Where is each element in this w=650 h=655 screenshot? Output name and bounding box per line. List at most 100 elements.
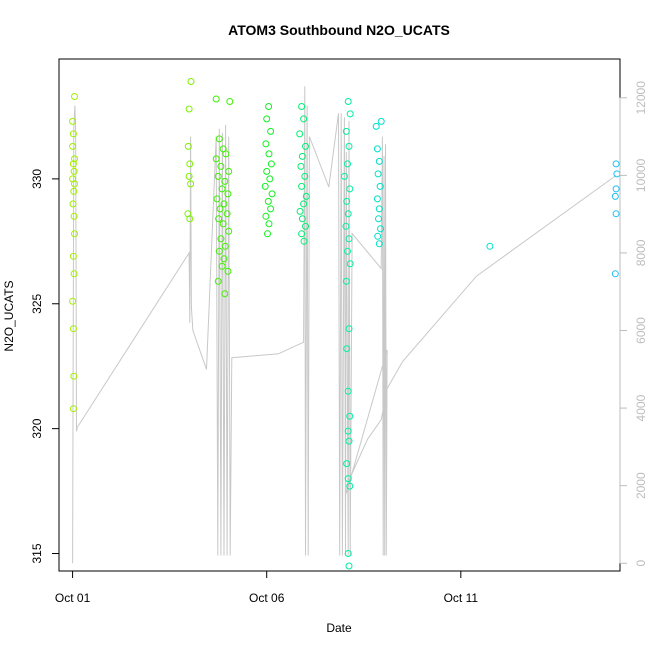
data-point — [186, 160, 194, 168]
data-point — [340, 172, 348, 180]
data-point — [613, 170, 621, 178]
data-point — [262, 212, 270, 220]
data-point — [343, 460, 351, 468]
data-point — [69, 117, 77, 125]
y2-tick-label: 4000 — [634, 394, 648, 421]
data-point — [217, 235, 225, 243]
data-point — [214, 277, 222, 285]
data-point — [268, 190, 276, 198]
data-point — [71, 155, 78, 163]
data-point — [220, 200, 228, 208]
y-axis-left: 315 320 325 330 — [30, 169, 60, 564]
y-tick-label: 325 — [30, 293, 44, 313]
data-point — [301, 172, 309, 180]
data-point — [346, 412, 354, 420]
data-point — [344, 475, 352, 483]
data-point — [214, 172, 222, 180]
data-point — [346, 110, 354, 118]
data-point — [265, 150, 273, 158]
data-point — [296, 207, 304, 215]
data-point — [222, 150, 230, 158]
data-point — [215, 247, 223, 255]
data-point — [265, 220, 273, 228]
data-point — [343, 345, 351, 353]
data-point — [70, 187, 78, 195]
data-point — [70, 212, 78, 220]
data-point — [185, 105, 193, 113]
data-point — [185, 172, 193, 180]
data-point — [218, 262, 226, 270]
data-point — [224, 267, 232, 275]
y-tick-label: 330 — [30, 169, 44, 189]
data-point — [219, 220, 227, 228]
data-point — [612, 210, 620, 218]
data-point — [216, 205, 224, 213]
data-point — [346, 260, 354, 268]
data-point — [377, 117, 385, 125]
y-tick-label: 320 — [30, 418, 44, 438]
data-point — [267, 160, 275, 168]
data-point — [262, 140, 270, 148]
data-point — [221, 177, 229, 185]
data-point — [298, 103, 306, 110]
data-point — [225, 227, 233, 235]
data-point — [344, 427, 352, 435]
y-tick-label: 315 — [30, 543, 44, 563]
data-point — [263, 115, 271, 123]
data-point — [298, 230, 306, 238]
data-point — [186, 215, 194, 223]
data-point — [71, 93, 78, 100]
y-axis-label: N2O_UCATS — [2, 280, 16, 351]
data-point — [70, 167, 78, 175]
data-point — [261, 182, 269, 190]
data-point — [263, 167, 271, 175]
x-tick-label: Oct 06 — [249, 591, 285, 605]
x-axis-label: Date — [326, 621, 352, 635]
data-point — [226, 98, 234, 105]
data-point — [264, 197, 272, 205]
data-point — [342, 222, 350, 230]
data-point — [345, 235, 353, 243]
data-point — [345, 437, 353, 445]
data-point — [342, 277, 350, 285]
data-point — [212, 95, 220, 103]
data-point — [69, 200, 77, 208]
data-point — [69, 130, 77, 138]
data-point — [377, 225, 384, 233]
altitude-line-layer — [72, 86, 617, 564]
data-point — [225, 167, 233, 175]
data-point — [375, 205, 383, 213]
y2-tick-label: 8000 — [634, 239, 648, 266]
data-point — [345, 142, 353, 150]
data-point — [373, 195, 381, 203]
data-point — [267, 127, 275, 135]
data-point — [344, 387, 352, 395]
data-point — [302, 142, 309, 150]
data-point — [302, 192, 310, 200]
data-point — [187, 78, 195, 85]
data-point — [342, 127, 350, 135]
y2-tick-label: 0 — [634, 560, 648, 567]
data-point — [266, 175, 274, 183]
data-point — [300, 237, 308, 245]
data-point — [376, 182, 384, 190]
data-point — [213, 195, 221, 203]
data-point — [220, 255, 228, 263]
data-point — [345, 562, 353, 570]
data-point — [298, 215, 306, 223]
data-point — [302, 222, 309, 230]
y-axis-right: 0 2000 4000 6000 8000 10000 12000 — [619, 81, 648, 567]
data-point — [486, 242, 494, 250]
data-point — [218, 185, 226, 193]
data-point — [344, 210, 352, 218]
data-point — [375, 240, 383, 248]
data-point — [345, 325, 353, 333]
chart-title: ATOM3 Southbound N2O_UCATS — [228, 22, 450, 38]
data-point — [344, 247, 351, 255]
data-point — [70, 372, 78, 380]
data-point — [69, 297, 77, 305]
data-point — [374, 170, 382, 178]
data-point — [69, 325, 77, 333]
